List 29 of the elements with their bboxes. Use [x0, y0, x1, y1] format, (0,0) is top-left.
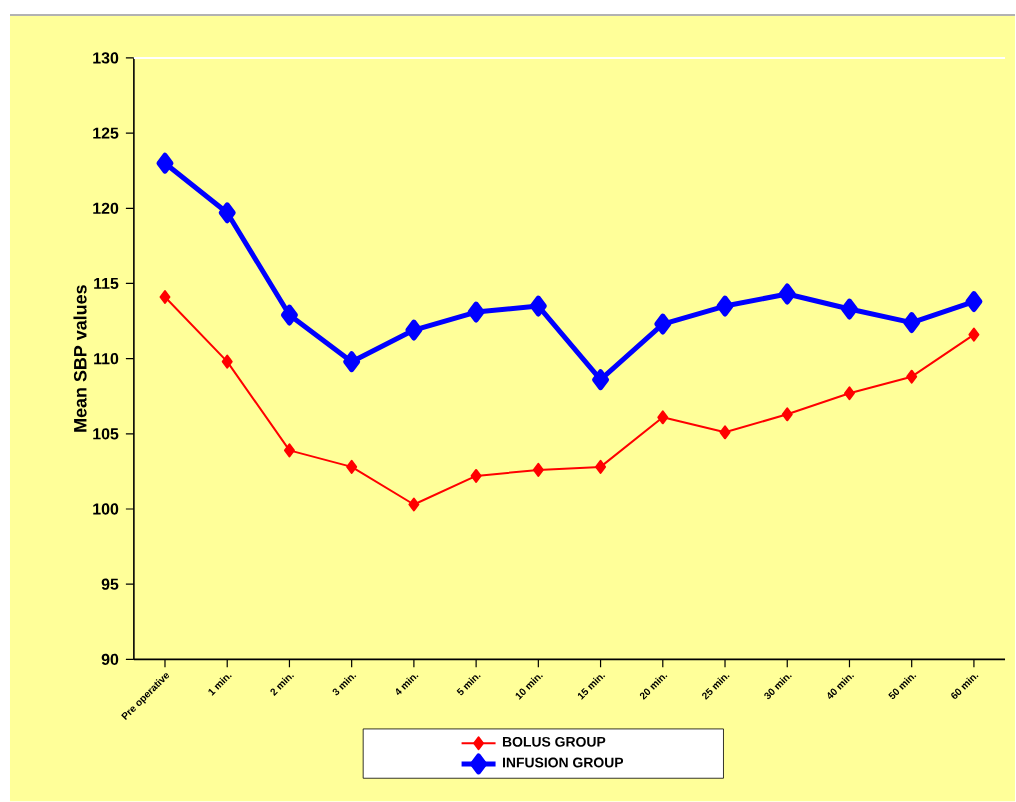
point [716, 295, 734, 317]
point [843, 386, 855, 401]
point [781, 407, 793, 422]
point [595, 460, 607, 475]
point [840, 298, 858, 320]
point [906, 370, 918, 385]
point [343, 351, 361, 373]
point [903, 312, 921, 334]
point [657, 410, 669, 425]
point [968, 327, 980, 342]
point [218, 202, 236, 224]
point [470, 469, 482, 484]
point [283, 443, 295, 458]
y-axis-title: Mean SBP values [73, 285, 87, 433]
point [965, 291, 983, 313]
point [719, 425, 731, 440]
point [778, 283, 796, 305]
point [532, 463, 544, 478]
point [592, 369, 610, 391]
point [221, 355, 233, 370]
point [467, 301, 485, 323]
point [405, 319, 423, 341]
point [280, 304, 298, 326]
point [156, 153, 174, 175]
point [529, 295, 547, 317]
point [654, 313, 672, 335]
point [346, 460, 358, 475]
point [159, 290, 171, 305]
point [408, 497, 420, 512]
